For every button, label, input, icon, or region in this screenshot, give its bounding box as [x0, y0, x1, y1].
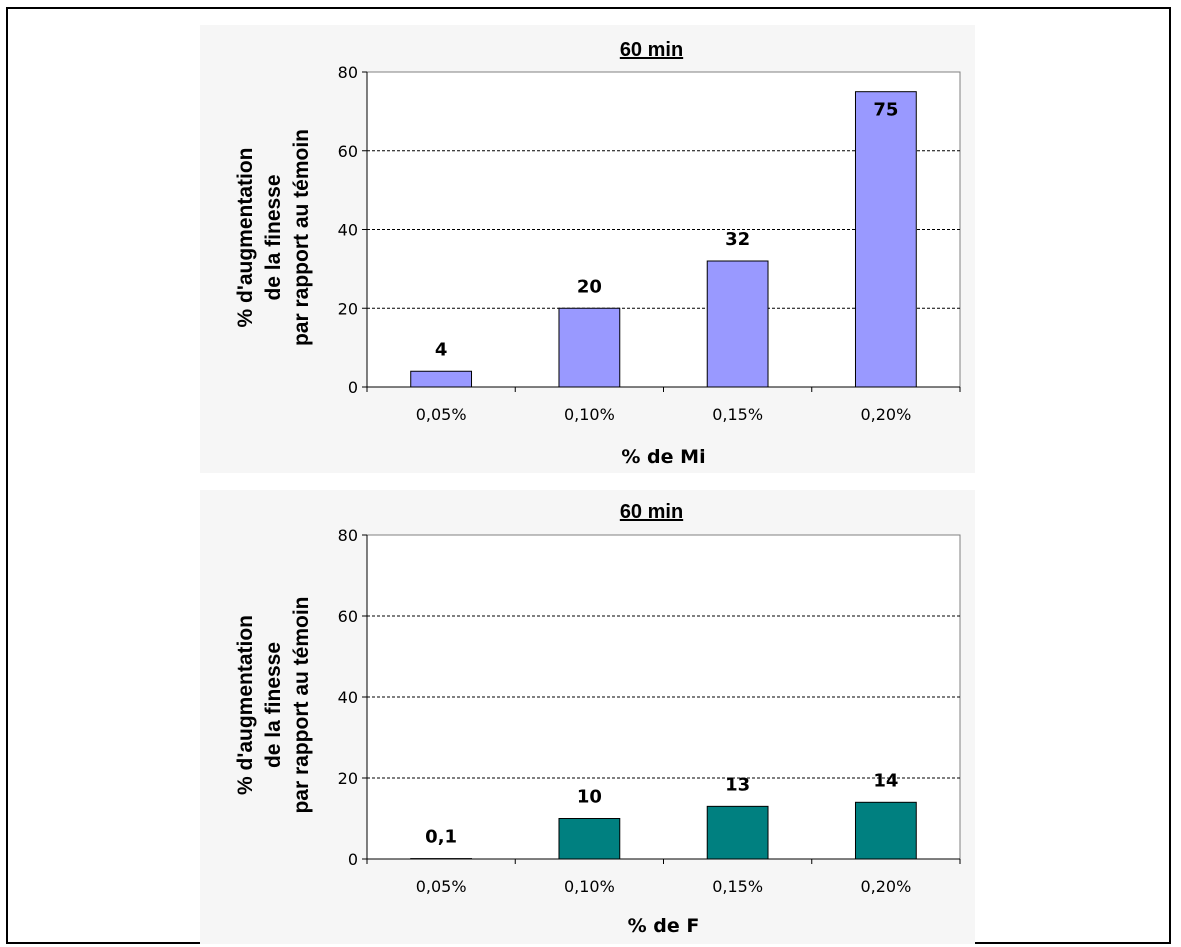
- y-tick-label: 60: [338, 142, 358, 161]
- y-tick-label: 40: [338, 221, 358, 240]
- chart-title: 60 min: [620, 39, 683, 61]
- bar: [558, 818, 621, 860]
- chart-mi: 0 20 40 60 80 4 0,05% 20 0,10% 32 0,15% 75 0,20% 60 m…: [234, 39, 961, 468]
- x-tick-label: 0,10%: [564, 877, 615, 896]
- data-label: 10: [577, 787, 602, 808]
- data-label: 32: [725, 229, 750, 250]
- x-tick-label: 0,05%: [416, 877, 467, 896]
- y-tick-label: 80: [338, 63, 358, 82]
- data-label: 0,1: [425, 827, 457, 848]
- bar: [854, 801, 917, 860]
- data-label: 13: [725, 774, 750, 795]
- y-axis-label: % d'augmentation: [234, 148, 257, 328]
- data-label: 75: [873, 100, 898, 121]
- x-axis-label: % de Mi: [621, 446, 705, 468]
- chart-f: 0 20 40 60 80 0,1 0,05% 10 0,10% 13 0,15% 14 0,20% 60…: [234, 501, 961, 937]
- y-axis-label: par rapport au témoin: [290, 129, 313, 346]
- x-tick-label: 0,05%: [416, 405, 467, 424]
- y-tick-label: 20: [338, 769, 358, 788]
- y-axis-label: de la finesse: [262, 174, 285, 300]
- y-tick-label: 40: [338, 688, 358, 707]
- bar: [706, 805, 769, 860]
- data-label: 20: [577, 276, 602, 297]
- y-axis-label: par rapport au témoin: [290, 596, 313, 813]
- x-tick-label: 0,15%: [712, 405, 763, 424]
- x-tick-label: 0,20%: [860, 877, 911, 896]
- chart-title: 60 min: [620, 501, 683, 523]
- y-tick-label: 0: [348, 378, 358, 397]
- y-axis-label: de la finesse: [262, 642, 285, 768]
- x-tick-label: 0,20%: [860, 405, 911, 424]
- y-axis-label: % d'augmentation: [234, 615, 257, 795]
- y-tick-label: 60: [338, 607, 358, 626]
- data-label: 14: [873, 770, 898, 791]
- y-tick-label: 80: [338, 526, 358, 545]
- y-tick-label: 0: [348, 850, 358, 869]
- x-axis-label: % de F: [628, 915, 700, 937]
- x-tick-label: 0,10%: [564, 405, 615, 424]
- bar: [706, 260, 769, 388]
- data-label: 4: [435, 339, 448, 360]
- y-tick-label: 20: [338, 299, 358, 318]
- bar: [854, 91, 917, 388]
- x-tick-label: 0,15%: [712, 877, 763, 896]
- bar: [558, 307, 621, 388]
- bar: [410, 370, 473, 388]
